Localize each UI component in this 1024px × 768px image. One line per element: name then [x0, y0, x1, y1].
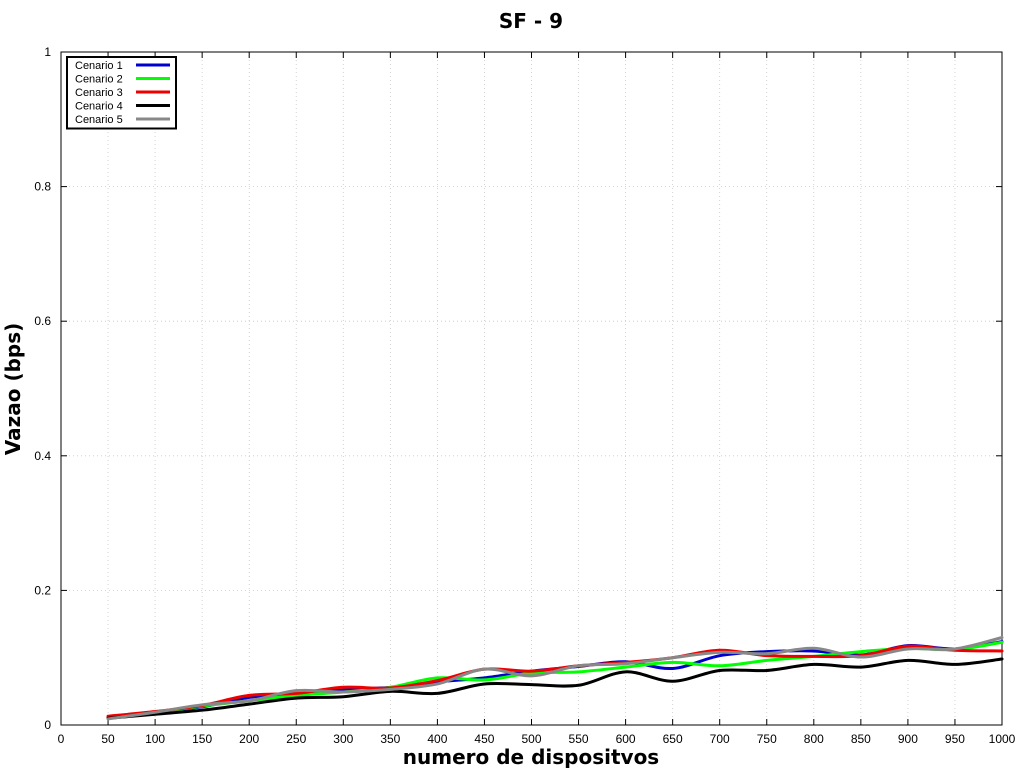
- x-tick-label: 600: [616, 732, 636, 746]
- x-tick-label: 400: [427, 732, 447, 746]
- grid-lines: [61, 52, 1002, 725]
- legend-label: Cenario 5: [75, 114, 123, 126]
- y-tick-label: 0.8: [34, 180, 51, 194]
- series-line-cenario-4: [106, 657, 1004, 720]
- x-tick-label: 650: [663, 732, 683, 746]
- y-tick-label: 0.6: [34, 314, 51, 328]
- y-tick-label: 0.4: [34, 449, 51, 463]
- x-tick-label: 0: [58, 732, 65, 746]
- y-tick-label: 0.2: [34, 583, 51, 597]
- legend-label: Cenario 2: [75, 74, 123, 86]
- x-tick-label: 450: [474, 732, 494, 746]
- legend-label: Cenario 4: [75, 101, 123, 113]
- x-tick-label: 900: [898, 732, 918, 746]
- legend-label: Cenario 1: [75, 60, 123, 72]
- x-tick-label: 750: [757, 732, 777, 746]
- axes: 0 50 100 150 200 250 300 350 400 450 500 550 600 650 7…: [34, 45, 1015, 746]
- x-tick-label: 300: [333, 732, 353, 746]
- x-tick-label: 1000: [989, 732, 1016, 746]
- chart-title: SF - 9: [499, 9, 563, 33]
- x-tick-label: 700: [710, 732, 730, 746]
- x-tick-label: 550: [569, 732, 589, 746]
- x-tick-label: 850: [851, 732, 871, 746]
- x-axis-label: numero de dispositvos: [403, 745, 659, 768]
- x-tick-label: 800: [804, 732, 824, 746]
- legend-label: Cenario 3: [75, 87, 123, 99]
- x-tick-label: 350: [380, 732, 400, 746]
- series-line-cenario-5: [106, 636, 1004, 721]
- x-tick-label: 50: [101, 732, 115, 746]
- x-tick-label: 500: [521, 732, 541, 746]
- series-lines: [106, 636, 1004, 721]
- y-axis-label: Vazao (bps): [1, 323, 25, 456]
- x-tick-label: 200: [239, 732, 259, 746]
- x-tick-label: 150: [192, 732, 212, 746]
- y-tick-label: 1: [44, 45, 51, 59]
- x-tick-label: 950: [945, 732, 965, 746]
- x-tick-label: 250: [286, 732, 306, 746]
- y-tick-label: 0: [44, 718, 51, 732]
- x-tick-label: 100: [145, 732, 165, 746]
